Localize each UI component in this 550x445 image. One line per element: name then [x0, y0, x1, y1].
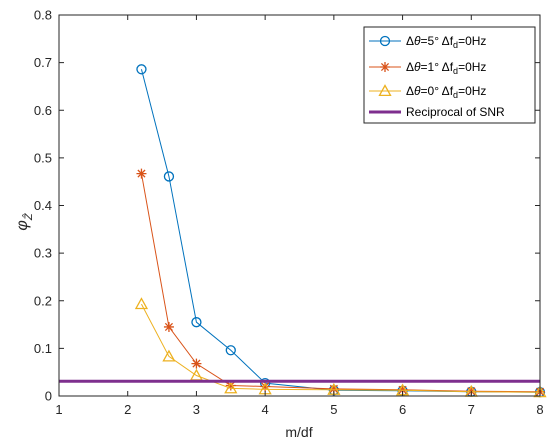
legend-label-part: Δ [406, 60, 414, 74]
data-point [136, 64, 147, 75]
y-tick-label: 0.4 [34, 198, 52, 213]
legend-label-part: d [453, 40, 458, 50]
y-axis-label-text: φẐ [14, 212, 35, 230]
data-point [533, 385, 547, 398]
legend-label-part: =0° Δf [421, 84, 454, 98]
legend-marker [380, 62, 390, 72]
legend-label-part: Δ [406, 34, 414, 48]
legend-item-2: Δθ=1° Δfd=0Hz [369, 60, 486, 76]
legend-label-part: Δ [406, 84, 414, 98]
data-point [136, 168, 147, 179]
x-axis-label: m/df [285, 424, 312, 440]
data-point [224, 381, 238, 394]
legend-label-part: θ [414, 60, 421, 74]
legend-label-part: =0Hz [458, 84, 486, 98]
x-tick-label: 1 [55, 402, 62, 417]
legend-label-part: =0Hz [458, 60, 486, 74]
legend-label: Δθ=5° Δfd=0Hz [406, 34, 486, 50]
legend-marker [378, 84, 392, 97]
legend-label-part: =5° Δf [421, 34, 454, 48]
x-tick-label: 6 [399, 402, 406, 417]
y-tick-label: 0.6 [34, 103, 52, 118]
legend-marker [379, 35, 391, 47]
y-tick-label: 0.1 [34, 341, 52, 356]
x-tick-label: 8 [536, 402, 543, 417]
y-tick-label: 0.5 [34, 150, 52, 165]
x-tick-label: 7 [468, 402, 475, 417]
data-point [162, 349, 176, 362]
legend-item-3: Δθ=0° Δfd=0Hz [369, 84, 486, 100]
data-point [225, 345, 236, 356]
legend-label-part: d [453, 90, 458, 100]
legend-label-part: θ [414, 34, 421, 48]
data-point [163, 321, 174, 332]
data-point [134, 297, 149, 310]
legend-item-1: Δθ=5° Δfd=0Hz [369, 34, 486, 50]
y-tick-label: 0.2 [34, 293, 52, 308]
x-tick-label: 4 [262, 402, 269, 417]
legend-box [363, 26, 536, 124]
y-tick-label: 0.3 [34, 246, 52, 261]
series-layer [59, 64, 547, 398]
legend-label-part: d [453, 66, 458, 76]
data-point [225, 380, 236, 391]
y-axis-label-subscript: Ẑ [22, 212, 35, 221]
legend-label: Δθ=1° Δfd=0Hz [406, 60, 486, 76]
series-line [141, 303, 541, 393]
legend-label: Δθ=0° Δfd=0Hz [406, 84, 486, 100]
legend-item-4: Reciprocal of SNR [369, 105, 505, 119]
data-point [328, 383, 339, 394]
data-point [191, 358, 202, 369]
ticks-layer: 1 2 3 4 5 6 7 8 0 0.1 0.2 0.3 0.4 0.5 0.6 0.7 0.8 [34, 8, 544, 418]
legend-label: Reciprocal of SNR [406, 105, 505, 119]
y-axis-label-symbol: φ [14, 220, 31, 230]
y-axis-label: φẐ [14, 212, 35, 230]
data-point [163, 171, 175, 182]
y-tick-label: 0 [45, 389, 52, 404]
legend-label-part: =1° Δf [421, 60, 454, 74]
y-tick-label: 0.7 [34, 55, 52, 70]
x-tick-label: 2 [124, 402, 131, 417]
data-point [191, 317, 202, 328]
x-tick-label: 5 [330, 402, 337, 417]
legend-label-part: θ [414, 84, 421, 98]
legend-label-part: =0Hz [458, 34, 486, 48]
x-tick-label: 3 [193, 402, 200, 417]
data-point [260, 381, 271, 392]
y-tick-label: 0.8 [34, 8, 52, 23]
